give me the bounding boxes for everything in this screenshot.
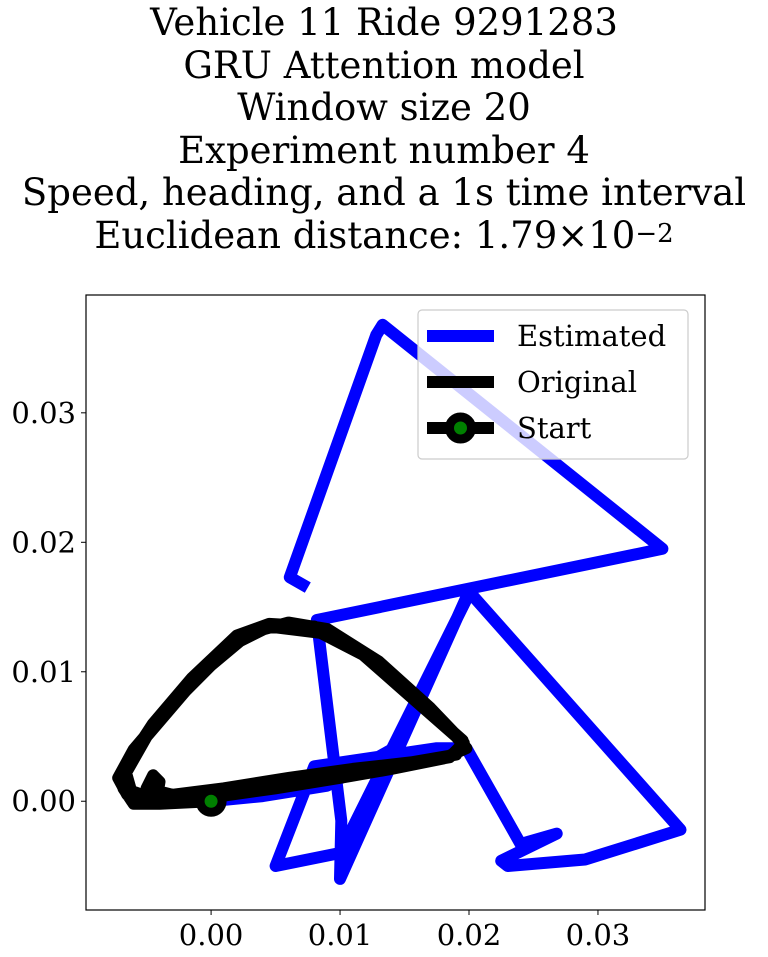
legend-label-estimated: Estimated xyxy=(517,319,666,353)
x-tick-label: 0.03 xyxy=(566,918,631,952)
axis-layer: 0.00 0.01 0.02 0.03 0.00 0.01 0.02 0.03 xyxy=(11,396,630,952)
title-line-5: Speed, heading, and a 1s time interval xyxy=(21,171,747,215)
title-line-2: GRU Attention model xyxy=(183,43,585,87)
y-tick-label: 0.00 xyxy=(11,784,76,818)
series-line-estimated xyxy=(210,318,687,885)
y-tick-label: 0.03 xyxy=(11,396,76,430)
title-line-3: Window size 20 xyxy=(237,86,531,130)
legend-label-original: Original xyxy=(517,365,637,399)
y-tick-label: 0.01 xyxy=(11,655,76,689)
legend-label-start: Start xyxy=(517,411,592,445)
x-tick-label: 0.01 xyxy=(308,918,373,952)
x-tick-label: 0.00 xyxy=(179,918,244,952)
y-tick-label: 0.02 xyxy=(11,525,76,559)
chart-title: Vehicle 11 Ride 9291283 GRU Attention mo… xyxy=(0,1,768,262)
legend-box xyxy=(417,309,689,460)
x-tick-label: 0.02 xyxy=(437,918,502,952)
title-line-4: Experiment number 4 xyxy=(178,128,590,172)
start-marker xyxy=(195,785,227,817)
legend-marker-start xyxy=(445,412,476,444)
plot-frame xyxy=(85,294,706,911)
title-line-1: Vehicle 11 Ride 9291283 xyxy=(150,1,618,44)
title-metric-exponent: −2 xyxy=(635,218,674,249)
title-metric-prefix: Euclidean distance: 1.79×10 xyxy=(94,213,636,257)
series-line-original xyxy=(112,616,473,810)
title-metric-line: Euclidean distance: 1.79×10−2 xyxy=(0,213,768,262)
series-layer xyxy=(112,318,687,885)
legend: Estimated Original Start xyxy=(417,309,689,460)
